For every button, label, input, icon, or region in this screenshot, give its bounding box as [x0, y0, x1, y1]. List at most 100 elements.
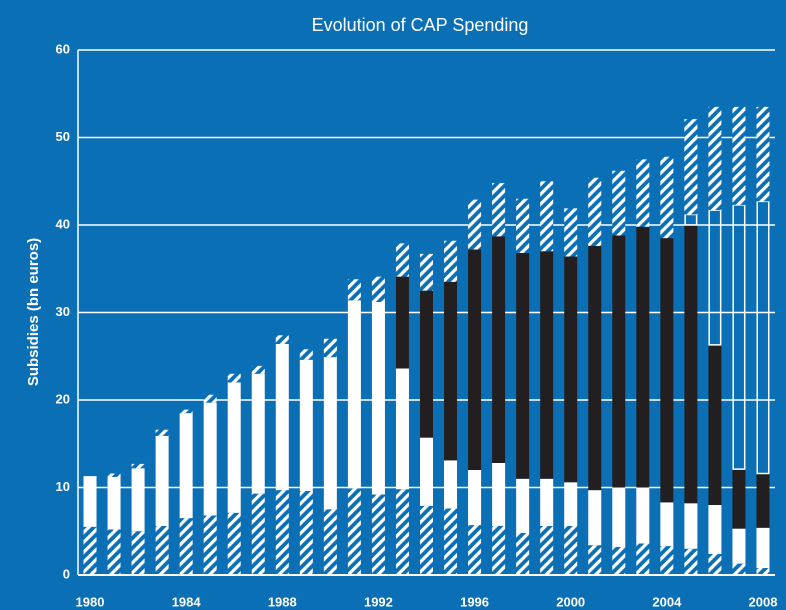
x-tick-label: 1984 [172, 594, 202, 609]
x-tick-label: 2008 [749, 594, 778, 609]
bar-segment [83, 476, 97, 527]
x-tick-label: 1992 [364, 594, 393, 609]
bar-segment [227, 512, 241, 575]
bar-segment [612, 547, 626, 575]
x-tick-label: 2004 [652, 594, 682, 609]
chart-title: Evolution of CAP Spending [312, 15, 529, 35]
bar-segment [684, 119, 698, 215]
bar-segment [203, 402, 217, 516]
bar-segment [540, 526, 554, 575]
bar-segment [516, 533, 530, 575]
bar-segment [708, 554, 722, 575]
bar-segment [155, 429, 169, 436]
bar-segment [444, 240, 458, 282]
bar-segment [540, 181, 554, 252]
bar-segment [756, 527, 770, 568]
bar-segment [275, 344, 289, 491]
bar-segment [83, 526, 97, 575]
bar-segment [299, 349, 313, 360]
bar-segment [299, 359, 313, 491]
bar-segment [179, 413, 193, 519]
bar-segment [444, 460, 458, 509]
bar-segment [588, 490, 602, 546]
bar-segment [516, 478, 530, 533]
bar-segment [732, 528, 746, 564]
bar-segment [395, 368, 409, 490]
bar-segment [155, 435, 169, 526]
y-tick-label: 0 [63, 566, 70, 581]
bar-segment [492, 463, 506, 526]
bar-segment [323, 509, 337, 575]
bar-segment [347, 279, 361, 301]
bar-segment [468, 525, 482, 575]
bar-segment [227, 373, 241, 383]
bar-segment [516, 198, 530, 253]
bar-segment [203, 394, 217, 403]
bar-segment [155, 526, 169, 575]
bar-segment [564, 526, 578, 575]
bar-segment [708, 209, 722, 346]
bar-segment [371, 302, 385, 495]
bar-segment [395, 489, 409, 575]
bar-segment [131, 463, 145, 469]
bar-segment [395, 276, 409, 369]
y-tick-label: 40 [56, 216, 70, 231]
bar-segment [275, 335, 289, 344]
bar-segment [323, 338, 337, 358]
bar-segment [756, 106, 770, 202]
bar-segment [684, 548, 698, 575]
bar-segment [756, 473, 770, 528]
bar-segment [516, 253, 530, 479]
y-tick-label: 10 [56, 479, 70, 494]
y-tick-label: 20 [56, 391, 70, 406]
bar-segment [612, 170, 626, 236]
bar-segment [444, 508, 458, 575]
bar-segment [420, 437, 433, 506]
bar-segment [588, 177, 602, 246]
bar-segment [684, 503, 698, 549]
bar-segment [732, 204, 746, 470]
bar-segment [612, 235, 626, 488]
bar-segment [444, 281, 458, 461]
bar-segment [708, 505, 722, 554]
bar-segment [131, 531, 145, 575]
bar-segment [468, 470, 482, 526]
bar-segment [636, 487, 650, 544]
x-tick-label: 2000 [556, 594, 585, 609]
bar-segment [684, 225, 698, 504]
bar-segment [347, 300, 361, 489]
bar-segment [492, 526, 506, 575]
bar-segment [612, 487, 626, 547]
bar-segment [420, 505, 433, 575]
bar-segment [299, 491, 313, 575]
bar-segment [107, 477, 121, 530]
bar-segment [420, 290, 433, 438]
bar-segment [107, 473, 121, 477]
x-tick-label: 1980 [76, 594, 105, 609]
bar-segment [468, 249, 482, 470]
bar-segment [564, 208, 578, 257]
bar-segment [636, 159, 650, 227]
bar-segment [732, 106, 746, 205]
y-tick-label: 50 [56, 129, 70, 144]
bar-segment [636, 226, 650, 488]
bar-segment [732, 563, 746, 575]
bar-segment [492, 236, 506, 463]
bar-segment [420, 253, 433, 291]
bar-segment [564, 256, 578, 483]
y-axis-label: Subsidies (bn euros) [25, 238, 42, 386]
bar-segment [732, 469, 746, 529]
bar-segment [588, 246, 602, 491]
bar-segment [660, 546, 674, 575]
bar-segment [660, 156, 674, 239]
bar-segment [203, 515, 217, 575]
bar-segment [660, 502, 674, 547]
x-tick-label: 1988 [268, 594, 297, 609]
bar-segment [540, 251, 554, 479]
bar-segment [371, 494, 385, 575]
bar-segment [492, 183, 506, 237]
bar-segment [251, 493, 265, 575]
y-tick-label: 60 [56, 41, 70, 56]
bar-segment [251, 365, 265, 374]
